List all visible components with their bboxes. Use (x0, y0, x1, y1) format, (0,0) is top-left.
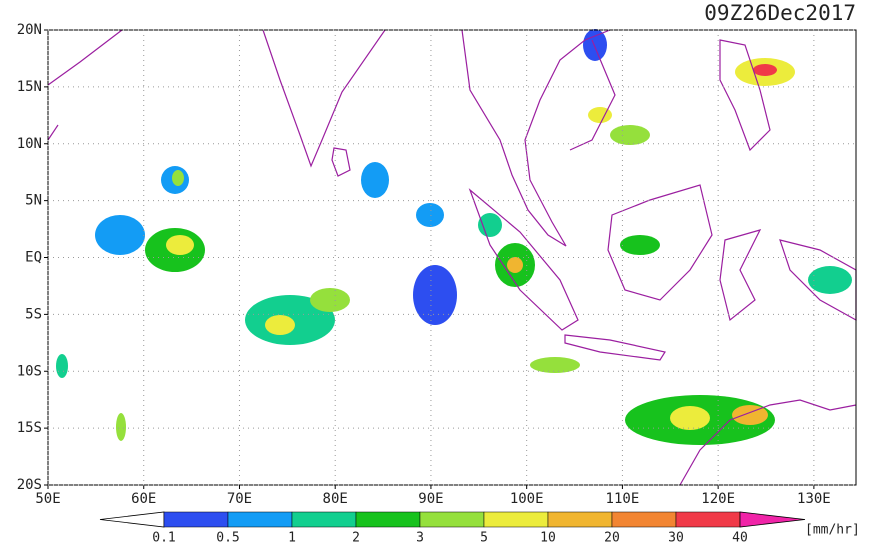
map-title: 09Z26Dec2017 (704, 1, 856, 25)
rain-area (265, 315, 295, 335)
rain-area (478, 213, 502, 237)
colorbar-segment (419, 511, 485, 528)
coastlines (47, 29, 857, 486)
y-tick-label: 5N (25, 193, 42, 209)
rain-area (610, 125, 650, 145)
colorbar-unit: [mm/hr] (805, 523, 860, 538)
colorbar-label: 5 (480, 531, 488, 544)
colorbar-arrow (99, 511, 165, 528)
x-tick-label: 130E (797, 491, 831, 507)
coastline (569, 39, 616, 151)
x-tick-label: 60E (131, 491, 156, 507)
y-tick-label: 5S (25, 306, 42, 322)
x-tick-label: 50E (35, 491, 60, 507)
y-tick-label: 15N (17, 79, 42, 95)
rain-area (670, 406, 710, 430)
rain-area (732, 405, 768, 425)
colorbar-label: 20 (604, 531, 620, 544)
colorbar-segment (291, 511, 357, 528)
rain-areas (56, 29, 852, 445)
colorbar-segment (163, 511, 229, 528)
colorbar-label: 40 (732, 531, 748, 544)
coastline (331, 147, 351, 177)
y-tick-label: 10N (17, 136, 42, 152)
colorbar-arrow (739, 511, 806, 528)
x-tick-label: 90E (418, 491, 443, 507)
x-tick-label: 110E (606, 491, 640, 507)
rain-area (413, 265, 457, 325)
rain-area (583, 29, 607, 61)
colorbar-segment (675, 511, 741, 528)
coastline (607, 184, 713, 301)
rain-area (753, 64, 777, 76)
colorbar-segment (611, 511, 677, 528)
rain-area (588, 107, 612, 123)
y-tick-label: EQ (25, 250, 42, 266)
rain-area (620, 235, 660, 255)
coastline (719, 39, 771, 152)
colorbar-label: 2 (352, 531, 360, 544)
x-tick-label: 80E (323, 491, 348, 507)
y-tick-label: 15S (17, 420, 42, 436)
coastline (461, 29, 611, 247)
rain-area (116, 413, 126, 441)
rain-area (530, 357, 580, 373)
x-tick-label: 70E (227, 491, 252, 507)
y-tick-label: 10S (17, 363, 42, 379)
rain-area (95, 215, 145, 255)
coastline (47, 29, 123, 86)
colorbar-segment (547, 511, 613, 528)
coastline (679, 399, 857, 486)
rain-area (507, 257, 523, 273)
rain-area (310, 288, 350, 312)
colorbar-segment (227, 511, 293, 528)
colorbar-segment (355, 511, 421, 528)
rain-area (808, 266, 852, 294)
x-tick-label: 120E (701, 491, 735, 507)
colorbar-label: 0.5 (216, 531, 239, 544)
colorbar-label: 0.1 (152, 531, 175, 544)
y-tick-label: 20S (17, 477, 42, 493)
coastline (262, 29, 386, 168)
coastline (719, 229, 762, 322)
colorbar-segment (483, 511, 549, 528)
colorbar-label: 10 (540, 531, 556, 544)
colorbar-label: 3 (416, 531, 424, 544)
x-tick-label: 100E (510, 491, 544, 507)
rain-area (56, 354, 68, 378)
colorbar-label: 30 (668, 531, 684, 544)
y-tick-label: 20N (17, 22, 42, 38)
rain-area (416, 203, 444, 227)
coastline (47, 124, 59, 141)
rain-area (361, 162, 389, 198)
rain-area (172, 170, 184, 186)
rain-area (166, 235, 194, 255)
colorbar-label: 1 (288, 531, 296, 544)
coastline (564, 334, 666, 361)
